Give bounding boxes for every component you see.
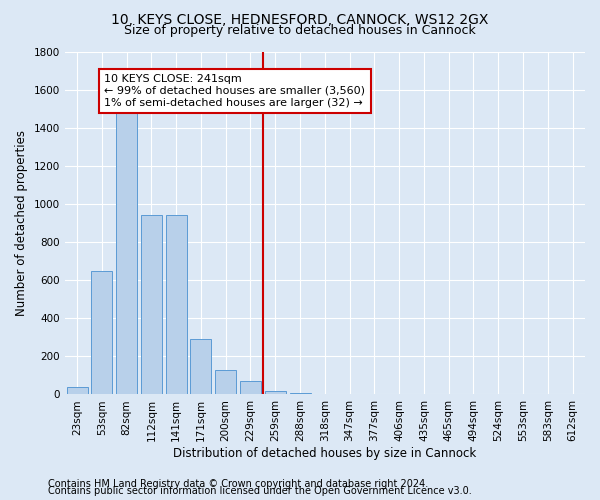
Bar (190, 339, 211, 394)
Bar (240, 381, 261, 394)
Bar (116, 112, 137, 394)
Bar (67, 387, 88, 394)
Text: 10 KEYS CLOSE: 241sqm
← 99% of detached houses are smaller (3,560)
1% of semi-de: 10 KEYS CLOSE: 241sqm ← 99% of detached … (104, 74, 365, 108)
Bar (265, 390, 286, 394)
Text: Size of property relative to detached houses in Cannock: Size of property relative to detached ho… (124, 24, 476, 37)
Text: 10, KEYS CLOSE, HEDNESFORD, CANNOCK, WS12 2GX: 10, KEYS CLOSE, HEDNESFORD, CANNOCK, WS1… (112, 12, 488, 26)
X-axis label: Distribution of detached houses by size in Cannock: Distribution of detached houses by size … (173, 447, 476, 460)
Bar (290, 392, 311, 394)
Bar (166, 216, 187, 394)
Y-axis label: Number of detached properties: Number of detached properties (15, 130, 28, 316)
Bar (141, 216, 162, 394)
Bar (91, 270, 112, 394)
Text: Contains HM Land Registry data © Crown copyright and database right 2024.: Contains HM Land Registry data © Crown c… (48, 479, 428, 489)
Bar (215, 370, 236, 394)
Text: Contains public sector information licensed under the Open Government Licence v3: Contains public sector information licen… (48, 486, 472, 496)
